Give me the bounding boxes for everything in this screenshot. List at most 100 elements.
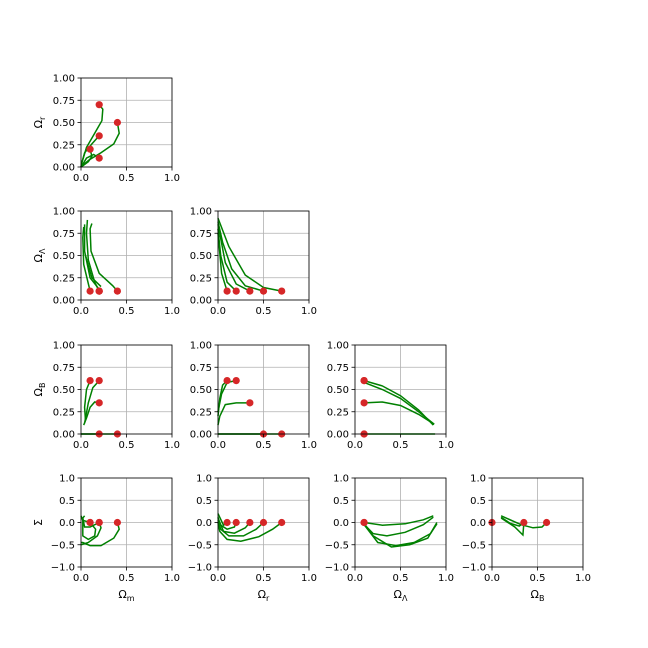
y-tick-label: 0.25 — [190, 273, 212, 284]
x-tick-label: 0.5 — [119, 306, 135, 317]
y-tick-label: 0.00 — [53, 296, 75, 307]
y-tick-label: 1.00 — [53, 74, 75, 85]
x-tick-label: 0.0 — [73, 173, 89, 184]
initial-point — [95, 101, 103, 109]
x-axis-label: ΩB — [531, 588, 545, 603]
x-tick-label: 0.5 — [530, 573, 546, 584]
initial-point — [360, 399, 368, 407]
y-tick-label: 0.5 — [59, 496, 75, 507]
trajectory-line — [363, 523, 438, 547]
initial-point — [520, 518, 528, 527]
initial-point — [95, 399, 103, 407]
y-tick-label: 0.75 — [53, 229, 75, 240]
panel-B-m: 0.0 0.5 1.0 0.00 0.25 0.50 0.75 1.00 ΩB — [32, 341, 180, 452]
y-tick-label: 0.25 — [327, 407, 349, 418]
initial-point — [113, 287, 121, 295]
initial-point — [86, 287, 94, 295]
x-tick-label: 0.5 — [119, 173, 135, 184]
trajectory-line — [80, 153, 100, 168]
initial-point — [278, 287, 286, 295]
y-tick-label: 1.00 — [190, 207, 212, 218]
y-tick-label: 1.00 — [190, 341, 212, 352]
initial-point — [95, 132, 103, 140]
initial-point — [360, 377, 368, 385]
initial-point — [259, 287, 268, 295]
initial-point — [86, 377, 94, 385]
panel-B-L: 0.0 0.5 1.0 0.00 0.25 0.50 0.75 1.00 — [327, 341, 454, 452]
x-axis-label: Ωm — [118, 588, 134, 603]
x-tick-label: 0.5 — [256, 306, 272, 317]
y-tick-label: 1.0 — [470, 474, 486, 485]
initial-point — [86, 518, 94, 527]
trajectory-line — [83, 380, 100, 424]
x-tick-label: 1.0 — [438, 573, 454, 584]
x-tick-label: 0.5 — [256, 440, 272, 451]
initial-point — [113, 518, 121, 527]
trajectory-line — [217, 233, 228, 292]
initial-point — [246, 399, 254, 407]
trajectory-line — [81, 522, 121, 547]
trajectory-line — [80, 149, 93, 168]
trajectory-line — [217, 517, 251, 534]
y-axis-label: ΩΛ — [32, 248, 47, 262]
y-tick-label: 0.50 — [53, 385, 75, 396]
panel-S-m: 0.0 0.5 1.0 −1.0 −0.5 0.0 0.5 1.0 Σ Ωm — [32, 474, 180, 604]
x-tick-label: 0.5 — [119, 440, 135, 451]
trajectory-line — [217, 217, 282, 292]
panel-S-L: 0.0 0.5 1.0 −1.0 −0.5 0.0 0.5 1.0 ΩΛ — [325, 474, 454, 604]
y-tick-label: 1.00 — [53, 207, 75, 218]
x-tick-label: 1.0 — [164, 173, 180, 184]
x-tick-label: 0.0 — [210, 440, 226, 451]
x-tick-label: 0.0 — [347, 440, 363, 451]
trajectory-line — [84, 255, 102, 288]
trajectory-line — [217, 224, 251, 292]
initial-point — [223, 287, 231, 295]
x-tick-label: 0.5 — [393, 440, 409, 451]
initial-point — [95, 518, 103, 527]
y-tick-label: 0.0 — [470, 518, 486, 529]
y-tick-label: 0.75 — [53, 96, 75, 107]
y-tick-label: 1.0 — [196, 474, 212, 485]
x-tick-label: 1.0 — [164, 440, 180, 451]
x-tick-label: 0.0 — [210, 573, 226, 584]
y-tick-label: 0.75 — [53, 363, 75, 374]
y-tick-label: 0.0 — [333, 518, 349, 529]
y-tick-label: 0.25 — [190, 407, 212, 418]
x-axis-label: Ωr — [258, 588, 270, 603]
initial-point — [95, 377, 103, 385]
initial-point — [223, 518, 231, 527]
initial-point — [543, 518, 551, 527]
trajectory-line — [83, 380, 91, 421]
x-tick-label: 1.0 — [301, 440, 317, 451]
y-tick-label: 0.25 — [53, 140, 75, 151]
y-tick-label: 0.0 — [59, 518, 75, 529]
y-tick-label: 0.00 — [53, 163, 75, 174]
initial-point — [246, 518, 254, 527]
panel-rL-m2: 0.0 0.5 1.0 0.00 0.25 0.50 0.75 1.00 ΩΛ — [32, 207, 180, 318]
y-tick-label: −1.0 — [462, 563, 486, 574]
initial-point — [86, 145, 94, 153]
trajectory-line — [217, 402, 250, 426]
y-tick-label: 1.0 — [333, 474, 349, 485]
x-tick-label: 1.0 — [438, 440, 454, 451]
y-tick-label: 0.75 — [190, 229, 212, 240]
panel-S-r: 0.0 0.5 1.0 −1.0 −0.5 0.0 0.5 1.0 Ωr — [188, 474, 317, 604]
y-tick-label: 0.50 — [53, 118, 75, 129]
y-tick-label: 0.5 — [333, 496, 349, 507]
trajectory-line — [82, 517, 100, 528]
y-tick-label: 0.75 — [327, 363, 349, 374]
y-tick-label: 0.5 — [196, 496, 212, 507]
y-axis-label: Σ — [32, 519, 45, 526]
y-tick-label: 1.00 — [53, 341, 75, 352]
y-tick-label: −0.5 — [462, 540, 486, 551]
y-tick-label: −1.0 — [51, 563, 75, 574]
x-axis-label: ΩΛ — [394, 588, 408, 603]
x-tick-label: 0.0 — [73, 306, 89, 317]
y-tick-label: 0.0 — [196, 518, 212, 529]
y-tick-label: −0.5 — [188, 540, 212, 551]
y-tick-label: 0.00 — [327, 430, 349, 441]
initial-point — [232, 377, 240, 385]
x-tick-label: 0.5 — [119, 573, 135, 584]
initial-point — [360, 518, 368, 527]
panel-rL-m: 0.0 0.5 1.0 0.00 0.25 0.50 0.75 1.00 Ωr — [32, 74, 180, 185]
